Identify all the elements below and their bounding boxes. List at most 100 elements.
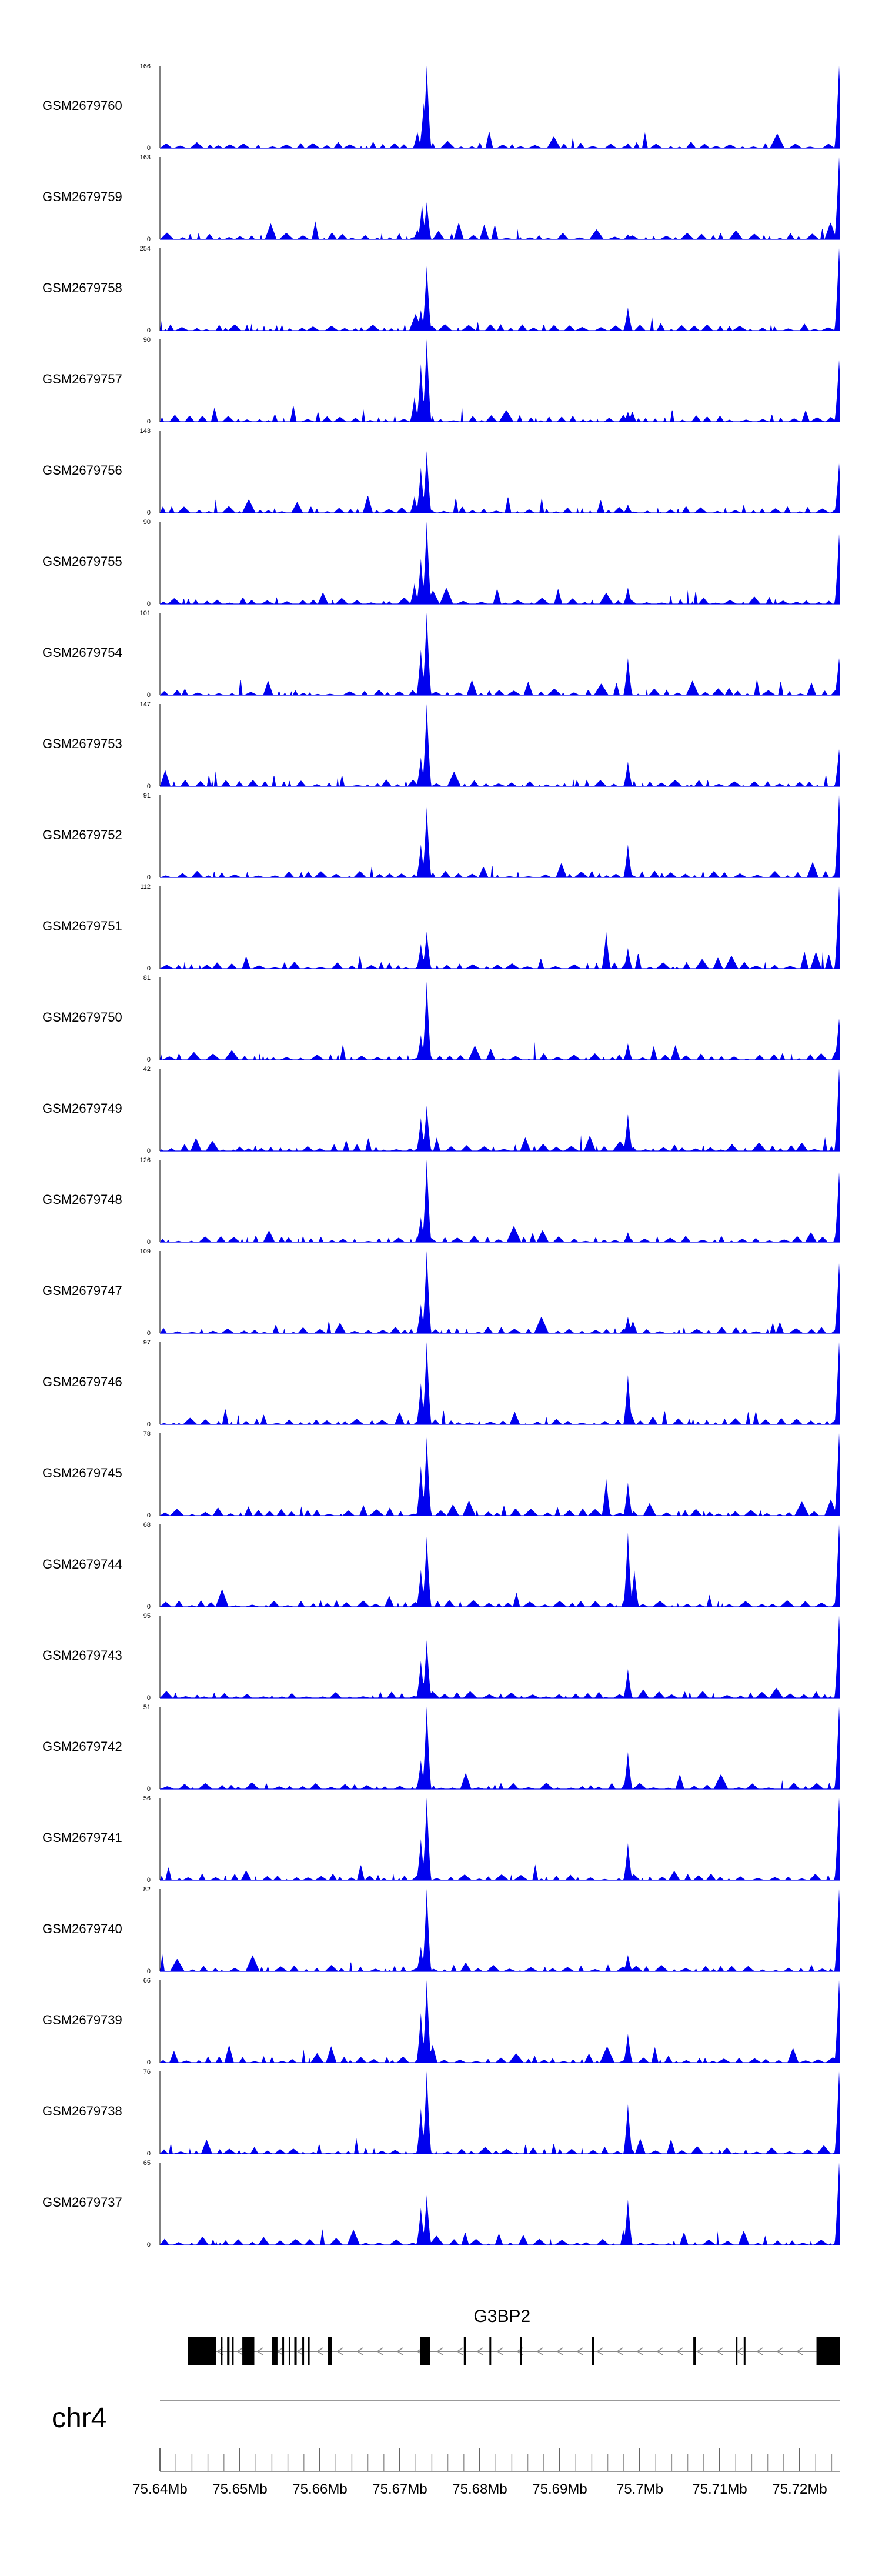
genome-axis: chr4 75.64Mb 75.65Mb 75.66Mb 75.67Mb 75.68Mb… xyxy=(52,2400,840,2497)
gene-label: G3BP2 xyxy=(473,2307,530,2326)
coverage-area xyxy=(160,2163,840,2245)
exon xyxy=(302,2337,305,2365)
exon xyxy=(816,2337,840,2365)
track-ymin-label: 0 xyxy=(147,692,151,699)
track-ymin-label: 0 xyxy=(147,1694,151,1701)
coverage-area xyxy=(160,157,840,239)
coverage-area xyxy=(160,451,840,513)
strand-arrow xyxy=(616,2347,623,2355)
coverage-area xyxy=(160,1707,840,1789)
exon xyxy=(520,2337,522,2365)
coverage-area xyxy=(160,1433,840,1516)
track-GSM2679738: GSM2679738 76 0 xyxy=(42,2068,840,2157)
track-label: GSM2679748 xyxy=(42,1192,122,1207)
track-ymax-label: 78 xyxy=(143,1430,151,1437)
track-GSM2679742: GSM2679742 51 0 xyxy=(42,1704,840,1793)
tick-label: 75.7Mb xyxy=(616,2481,663,2497)
coverage-area xyxy=(160,795,840,877)
exon xyxy=(736,2337,738,2365)
strand-arrow xyxy=(336,2347,343,2355)
track-label: GSM2679745 xyxy=(42,1466,122,1480)
track-GSM2679743: GSM2679743 95 0 xyxy=(42,1613,840,1701)
track-ymax-label: 95 xyxy=(143,1613,151,1620)
tick-label: 75.71Mb xyxy=(692,2481,747,2497)
tick-label: 75.64Mb xyxy=(132,2481,187,2497)
track-ymax-label: 65 xyxy=(143,2160,151,2167)
track-ymax-label: 126 xyxy=(140,1157,151,1164)
track-ymin-label: 0 xyxy=(147,1239,151,1246)
track-ymax-label: 147 xyxy=(140,701,151,708)
track-ymax-label: 51 xyxy=(143,1704,151,1711)
track-ymin-label: 0 xyxy=(147,1786,151,1793)
strand-arrow xyxy=(316,2347,323,2355)
track-ymin-label: 0 xyxy=(147,145,151,152)
strand-arrow xyxy=(716,2347,723,2355)
track-ymin-label: 0 xyxy=(147,1147,151,1154)
track-ymin-label: 0 xyxy=(147,600,151,608)
exon xyxy=(220,2337,223,2365)
track-ymin-label: 0 xyxy=(147,1512,151,1519)
exon xyxy=(308,2337,310,2365)
tick-label: 75.67Mb xyxy=(372,2481,427,2497)
strand-arrow xyxy=(456,2347,463,2355)
coverage-area xyxy=(160,339,840,422)
track-ymax-label: 91 xyxy=(143,792,151,799)
track-ymin-label: 0 xyxy=(147,874,151,881)
strand-arrow xyxy=(756,2347,763,2355)
gene-track: G3BP2 xyxy=(188,2307,840,2365)
tick-label: 75.65Mb xyxy=(212,2481,267,2497)
track-ymin-label: 0 xyxy=(147,418,151,425)
track-ymin-label: 0 xyxy=(147,783,151,790)
track-GSM2679758: GSM2679758 254 0 xyxy=(42,245,840,334)
track-GSM2679749: GSM2679749 42 0 xyxy=(42,1066,840,1154)
strand-arrow xyxy=(576,2347,583,2355)
strand-arrow xyxy=(656,2347,663,2355)
track-ymin-label: 0 xyxy=(147,2241,151,2248)
coverage-area xyxy=(160,1798,840,1880)
exon xyxy=(282,2337,285,2365)
coverage-area xyxy=(160,2071,840,2154)
strand-arrow xyxy=(776,2347,783,2355)
coverage-area xyxy=(160,1616,840,1698)
track-label: GSM2679753 xyxy=(42,736,122,751)
track-ymin-label: 0 xyxy=(147,509,151,516)
strand-arrow xyxy=(676,2347,683,2355)
strand-arrow xyxy=(556,2347,563,2355)
coverage-area xyxy=(160,1342,840,1424)
track-label: GSM2679742 xyxy=(42,1739,122,1754)
strand-arrow xyxy=(796,2347,803,2355)
exon xyxy=(294,2337,297,2365)
coverage-area xyxy=(160,248,840,331)
track-ymin-label: 0 xyxy=(147,327,151,334)
coverage-area xyxy=(160,982,840,1060)
track-GSM2679747: GSM2679747 109 0 xyxy=(42,1248,840,1337)
track-label: GSM2679758 xyxy=(42,281,122,295)
coverage-area xyxy=(160,886,840,969)
strand-arrow xyxy=(536,2347,543,2355)
coverage-area xyxy=(160,1160,840,1242)
exon xyxy=(489,2337,492,2365)
track-ymin-label: 0 xyxy=(147,965,151,972)
track-ymax-label: 81 xyxy=(143,975,151,982)
track-GSM2679754: GSM2679754 101 0 xyxy=(42,610,840,699)
strand-arrow xyxy=(376,2347,383,2355)
track-label: GSM2679747 xyxy=(42,1283,122,1298)
coverage-area xyxy=(160,522,840,604)
track-label: GSM2679754 xyxy=(42,645,122,660)
coverage-area xyxy=(160,613,840,695)
track-ymin-label: 0 xyxy=(147,1330,151,1337)
track-GSM2679744: GSM2679744 68 0 xyxy=(42,1521,840,1610)
track-label: GSM2679751 xyxy=(42,919,122,933)
track-label: GSM2679752 xyxy=(42,827,122,842)
exon xyxy=(743,2337,746,2365)
track-ymax-label: 90 xyxy=(143,336,151,343)
track-label: GSM2679740 xyxy=(42,1921,122,1936)
track-GSM2679737: GSM2679737 65 0 xyxy=(42,2160,840,2248)
track-GSM2679746: GSM2679746 97 0 xyxy=(42,1339,840,1428)
track-ymax-label: 90 xyxy=(143,519,151,526)
track-ymin-label: 0 xyxy=(147,236,151,243)
track-ymin-label: 0 xyxy=(147,1056,151,1063)
track-GSM2679741: GSM2679741 56 0 xyxy=(42,1795,840,1884)
gene-model xyxy=(188,2337,840,2365)
coverage-area xyxy=(160,1889,840,1971)
